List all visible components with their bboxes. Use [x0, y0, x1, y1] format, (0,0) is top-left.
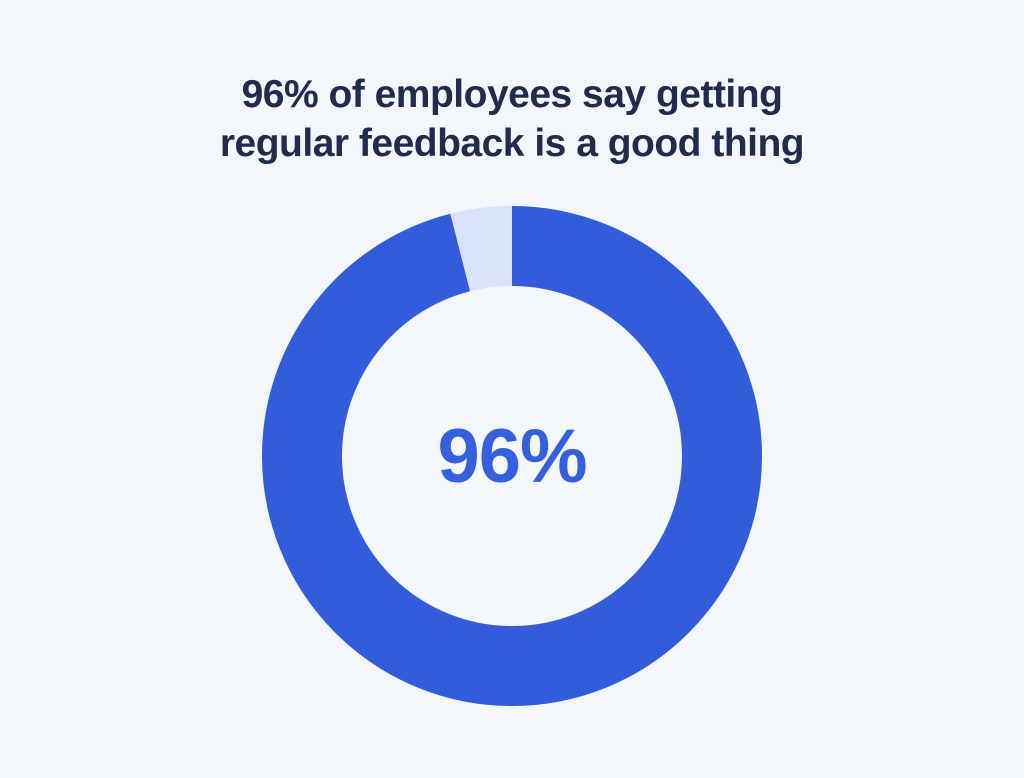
page-title-line-2: regular feedback is a good thing: [219, 122, 805, 165]
page-title: 96% of employees say getting regular fee…: [0, 70, 1024, 168]
donut-chart: 96%: [262, 206, 762, 706]
donut-value-arc: [262, 206, 762, 706]
page-title-line-1: 96% of employees say getting: [241, 73, 783, 116]
donut-svg: [262, 206, 762, 706]
